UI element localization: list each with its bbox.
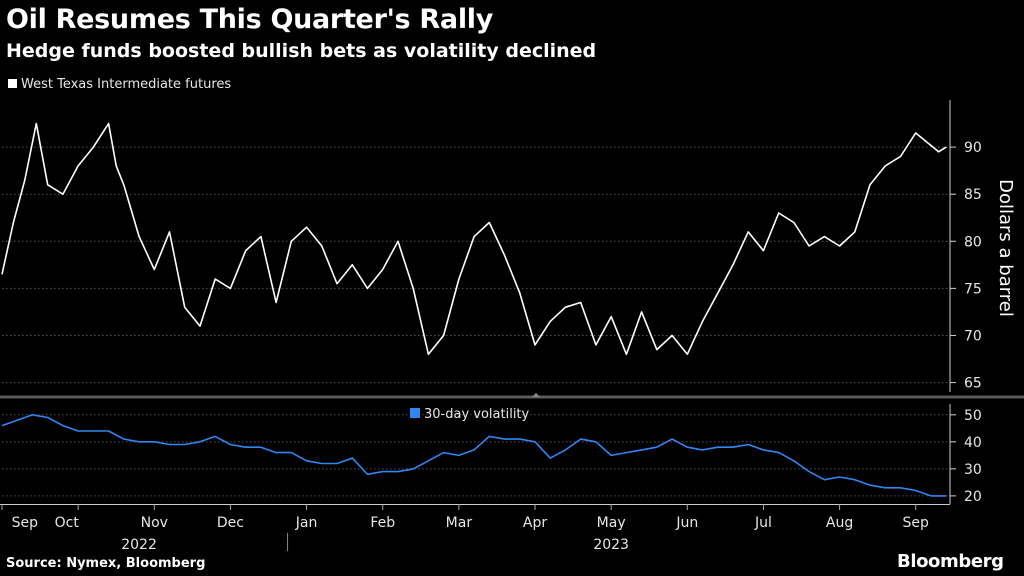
x-tick-label: Feb <box>370 515 395 531</box>
volatility-y-tick-label: 40 <box>964 435 982 451</box>
legend-wti-label: West Texas Intermediate futures <box>21 77 232 92</box>
separator-handle-icon <box>532 393 540 397</box>
volatility-y-tick-label: 30 <box>964 462 982 478</box>
x-tick-label: Mar <box>446 515 473 531</box>
x-tick-label: Apr <box>523 515 547 531</box>
x-tick-label: Jun <box>675 515 698 531</box>
x-tick-label: Sep <box>903 515 930 531</box>
legend-wti-swatch <box>8 79 17 88</box>
chart-subtitle: Hedge funds boosted bullish bets as vola… <box>6 40 597 62</box>
chart-title: Oil Resumes This Quarter's Rally <box>6 4 494 35</box>
bloomberg-logo: Bloomberg <box>897 551 1004 572</box>
legend-volatility-label: 30-day volatility <box>424 407 530 422</box>
price-y-tick-label: 70 <box>964 328 982 344</box>
x-tick-label: Sep <box>12 515 39 531</box>
price-y-tick-label: 90 <box>964 140 982 156</box>
volatility-line <box>1 413 947 497</box>
volatility-y-tick-label: 20 <box>964 489 982 505</box>
price-y-tick-label: 75 <box>964 281 982 297</box>
price-axis-label: Dollars a barrel <box>995 179 1016 317</box>
x-tick-label: Jul <box>754 515 772 531</box>
legend-wti: West Texas Intermediate futures <box>8 77 231 92</box>
x-tick-label: Nov <box>141 515 168 531</box>
price-y-tick-label: 80 <box>964 234 982 250</box>
x-tick-label: May <box>597 515 626 531</box>
x-tick-label: Dec <box>217 515 244 531</box>
price-y-tick-label: 65 <box>964 376 982 392</box>
x-year-label: 2022 <box>121 537 157 553</box>
x-tick-label: Aug <box>826 515 853 531</box>
wti-price-line <box>1 122 947 356</box>
source-note: Source: Nymex, Bloomberg <box>6 556 206 571</box>
legend-volatility-swatch <box>410 408 420 418</box>
legend-volatility: 30-day volatility <box>410 407 530 422</box>
x-tick-label: Oct <box>55 515 80 531</box>
x-tick-label: Jan <box>295 515 318 531</box>
x-year-label: 2023 <box>593 537 629 553</box>
price-y-tick-label: 85 <box>964 187 982 203</box>
volatility-y-tick-label: 50 <box>964 408 982 424</box>
